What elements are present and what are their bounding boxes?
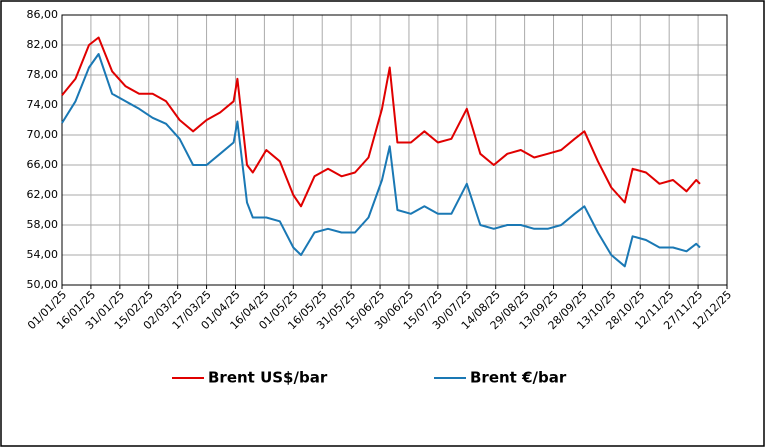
y-tick-label: 70,00	[27, 128, 59, 141]
series-line	[61, 53, 701, 268]
plot-area	[61, 14, 728, 286]
y-tick-label: 86,00	[27, 8, 59, 21]
legend-label: Brent €/bar	[470, 369, 567, 387]
y-tick-label: 82,00	[27, 38, 59, 51]
y-tick-label: 62,00	[27, 188, 59, 201]
y-tick-label: 74,00	[27, 98, 59, 111]
y-tick-label: 54,00	[27, 248, 59, 261]
y-tick-label: 50,00	[27, 278, 59, 291]
y-tick-label: 58,00	[27, 218, 59, 231]
y-tick-label: 66,00	[27, 158, 59, 171]
y-tick-label: 78,00	[27, 68, 59, 81]
legend-label: Brent US$/bar	[208, 369, 328, 387]
series-line	[61, 36, 701, 208]
